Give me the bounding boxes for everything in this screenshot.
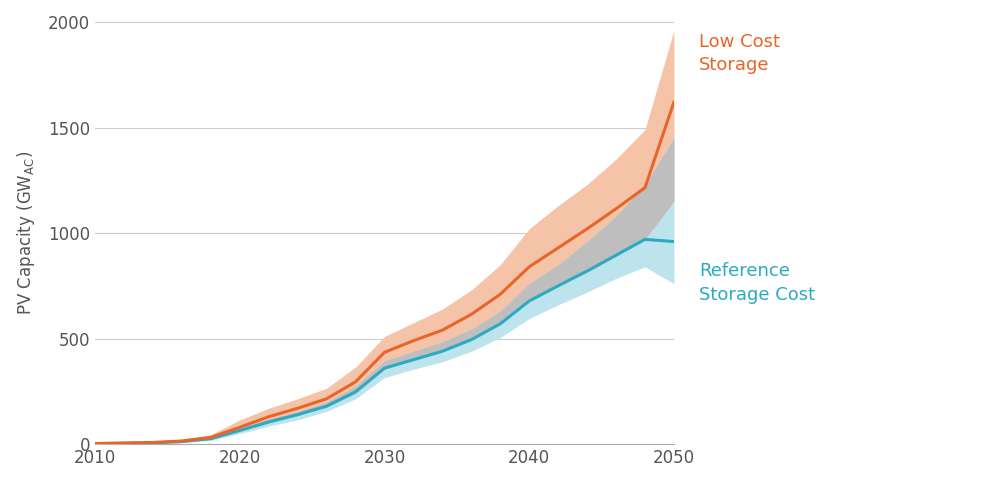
Y-axis label: PV Capacity (GW$_\mathregular{AC}$): PV Capacity (GW$_\mathregular{AC}$) [15,151,37,315]
Text: Low Cost
Storage: Low Cost Storage [699,33,780,74]
Text: Reference
Storage Cost: Reference Storage Cost [699,262,815,304]
